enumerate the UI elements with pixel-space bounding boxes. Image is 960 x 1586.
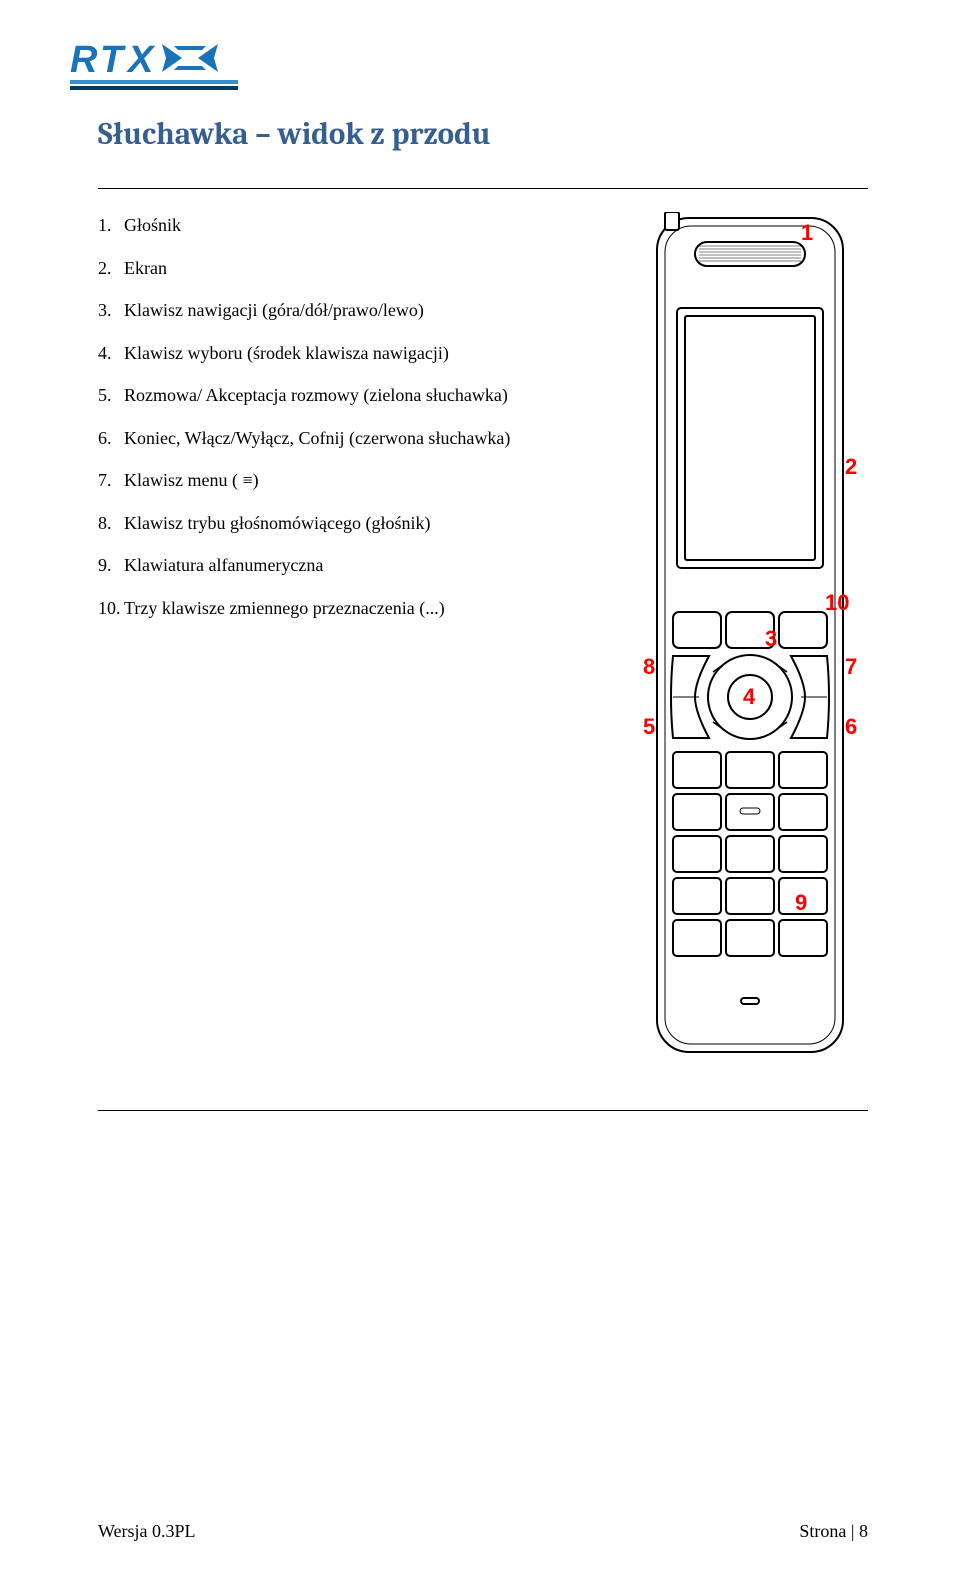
- handset-icon: [565, 212, 875, 1060]
- callout-8: 8: [643, 654, 655, 680]
- callout-7: 7: [845, 654, 857, 680]
- callout-1: 1: [801, 220, 813, 246]
- list-item: 5.Rozmowa/ Akceptacja rozmowy (zielona s…: [98, 384, 553, 407]
- rtx-logo-icon: R T X: [70, 38, 240, 94]
- list-text: Trzy klawisze zmiennego przeznaczenia (.…: [124, 597, 553, 620]
- list-item: 9.Klawiatura alfanumeryczna: [98, 554, 553, 577]
- list-number: 3.: [98, 299, 124, 322]
- svg-text:R: R: [70, 39, 98, 81]
- list-number: 6.: [98, 427, 124, 450]
- callout-9: 9: [795, 890, 807, 916]
- list-text: Koniec, Włącz/Wyłącz, Cofnij (czerwona s…: [124, 427, 553, 450]
- callout-4: 4: [743, 684, 755, 710]
- list-text: Klawiatura alfanumeryczna: [124, 554, 553, 577]
- list-text: Klawisz menu ( ≡): [124, 469, 553, 492]
- list-text: Rozmowa/ Akceptacja rozmowy (zielona słu…: [124, 384, 553, 407]
- list-item: 6.Koniec, Włącz/Wyłącz, Cofnij (czerwona…: [98, 427, 553, 450]
- list-number: 9.: [98, 554, 124, 577]
- list-text: Ekran: [124, 257, 553, 280]
- svg-text:T: T: [100, 39, 126, 81]
- list-number: 7.: [98, 469, 124, 492]
- list-item: 3.Klawisz nawigacji (góra/dół/prawo/lewo…: [98, 299, 553, 322]
- parts-list: 1.Głośnik 2.Ekran 3.Klawisz nawigacji (g…: [98, 214, 553, 639]
- list-text: Klawisz nawigacji (góra/dół/prawo/lewo): [124, 299, 553, 322]
- footer-page: Strona | 8: [799, 1521, 868, 1542]
- list-number: 4.: [98, 342, 124, 365]
- svg-text:X: X: [126, 39, 156, 81]
- phone-diagram: 1 2 10 3 8 7 4 5 6 9: [565, 212, 875, 1060]
- logo: R T X: [70, 38, 240, 99]
- footer-version: Wersja 0.3PL: [98, 1521, 196, 1542]
- list-item: 2.Ekran: [98, 257, 553, 280]
- list-text: Klawisz trybu głośnomówiącego (głośnik): [124, 512, 553, 535]
- divider-bottom: [98, 1110, 868, 1111]
- divider-top: [98, 188, 868, 189]
- callout-10: 10: [825, 590, 849, 616]
- list-number: 10.: [98, 597, 124, 620]
- list-text: Klawisz wyboru (środek klawisza nawigacj…: [124, 342, 553, 365]
- list-item: 1.Głośnik: [98, 214, 553, 237]
- callout-3: 3: [765, 626, 777, 652]
- list-number: 5.: [98, 384, 124, 407]
- list-number: 1.: [98, 214, 124, 237]
- list-number: 8.: [98, 512, 124, 535]
- list-item: 10.Trzy klawisze zmiennego przeznaczenia…: [98, 597, 553, 620]
- page-title: Słuchawka – widok z przodu: [98, 116, 491, 152]
- callout-5: 5: [643, 714, 655, 740]
- list-item: 7.Klawisz menu ( ≡): [98, 469, 553, 492]
- list-number: 2.: [98, 257, 124, 280]
- list-text: Głośnik: [124, 214, 553, 237]
- callout-2: 2: [845, 454, 857, 480]
- list-item: 8.Klawisz trybu głośnomówiącego (głośnik…: [98, 512, 553, 535]
- callout-6: 6: [845, 714, 857, 740]
- list-item: 4.Klawisz wyboru (środek klawisza nawiga…: [98, 342, 553, 365]
